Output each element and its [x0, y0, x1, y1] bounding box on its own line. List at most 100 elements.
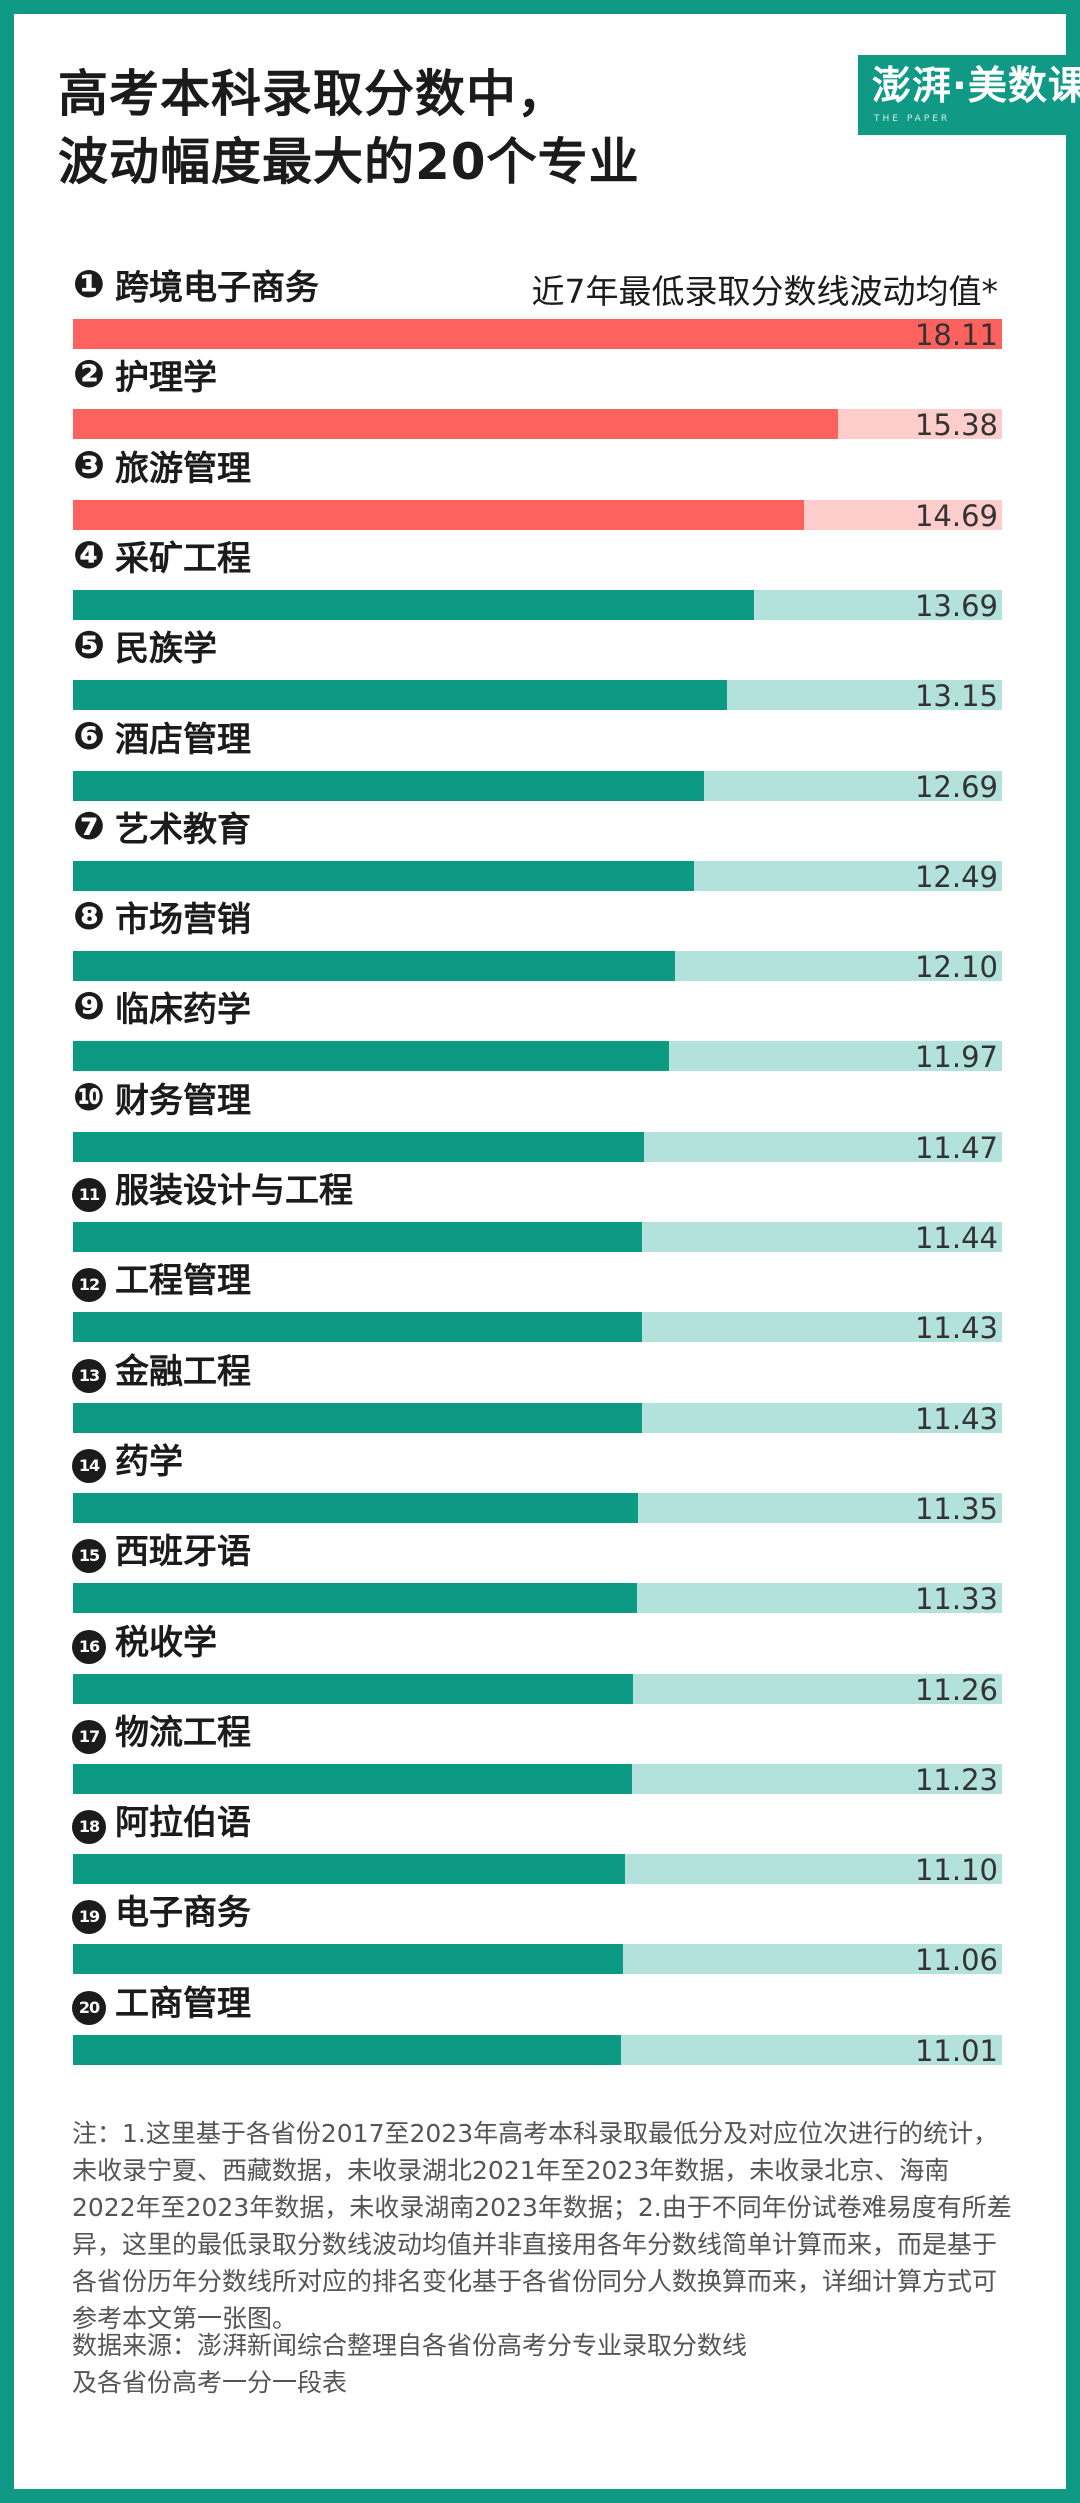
- bar: [73, 2034, 621, 2065]
- category-label: ❹ 采矿工程: [72, 532, 251, 580]
- category-name: 民族学: [115, 629, 217, 670]
- data-label: 11.35: [914, 1491, 998, 1526]
- bar: [73, 1944, 623, 1975]
- category-name: 工商管理: [115, 1983, 251, 2024]
- category-name: 酒店管理: [115, 719, 251, 760]
- category-name: 工程管理: [115, 1261, 251, 1302]
- data-label: 12.69: [914, 769, 998, 804]
- rank-badge: ❽: [72, 894, 106, 939]
- category-name: 财务管理: [115, 1080, 251, 1121]
- bar: [73, 860, 694, 891]
- data-label: 11.10: [914, 1853, 998, 1888]
- category-label: 15 西班牙语: [72, 1531, 251, 1574]
- category-label: ❺ 民族学: [72, 623, 217, 670]
- bar: [73, 589, 754, 620]
- data-label: 11.33: [914, 1582, 998, 1617]
- category-name: 护理学: [115, 358, 217, 399]
- data-label: 12.49: [914, 859, 998, 894]
- category-name: 金融工程: [115, 1351, 251, 1392]
- category-label: ❽ 市场营销: [72, 894, 251, 941]
- bar: [73, 409, 838, 440]
- bar: [73, 680, 727, 711]
- data-label: 14.69: [914, 498, 998, 533]
- category-label: 20 工商管理: [72, 1983, 251, 2025]
- bar-track: 11.26: [73, 1673, 1002, 1706]
- brand-logo: 澎湃·美数课 THE PAPER: [858, 55, 1080, 135]
- data-label: 11.43: [914, 1401, 998, 1436]
- bar: [73, 1312, 642, 1343]
- bar: [73, 1492, 638, 1523]
- bar: [73, 1854, 625, 1885]
- bar-track: 11.10: [73, 1853, 1002, 1888]
- bar-track: 14.69: [73, 498, 1002, 533]
- category-name: 跨境电子商务: [115, 268, 319, 308]
- category-label: 11 服装设计与工程: [72, 1170, 353, 1212]
- category-name: 服装设计与工程: [115, 1171, 353, 1211]
- brand-logo-subtext: THE PAPER: [874, 114, 951, 124]
- bar-track: 11.44: [73, 1222, 1002, 1254]
- bar-track: 13.69: [73, 588, 1002, 623]
- bar-track: 11.43: [73, 1312, 1002, 1344]
- rank-badge: ❻: [72, 713, 106, 758]
- title-line-1: 高考本科录取分数中，: [58, 65, 568, 123]
- chart-title: 高考本科录取分数中， 波动幅度最大的20个专业: [58, 60, 640, 196]
- data-label: 11.47: [914, 1130, 998, 1165]
- category-name: 阿拉伯语: [115, 1803, 251, 1844]
- bar-track: 13.15: [73, 679, 1002, 714]
- rank-badge: ❶: [72, 262, 106, 306]
- rank-badge: 12: [72, 1268, 106, 1303]
- bar-track: 18.11: [73, 319, 1002, 351]
- category-label: ❷ 护理学: [72, 352, 217, 399]
- rank-badge: 20: [72, 1990, 106, 2025]
- bar: [73, 1583, 637, 1614]
- bar: [73, 770, 704, 801]
- bar: [73, 1222, 642, 1252]
- bar-track: 11.33: [73, 1582, 1002, 1617]
- bar: [73, 1041, 669, 1072]
- data-label: 15.38: [914, 408, 998, 443]
- category-label: ❸ 旅游管理: [72, 442, 251, 490]
- rank-badge: 18: [72, 1810, 106, 1845]
- data-source: 数据来源：澎湃新闻综合整理自各省份高考分专业录取分数线及各省份高考一分一段表: [72, 2331, 748, 2397]
- bar-track: 11.35: [73, 1491, 1002, 1526]
- bar: [73, 951, 675, 982]
- rank-badge: ❼: [72, 803, 106, 848]
- rank-badge: 17: [72, 1719, 106, 1754]
- category-name: 西班牙语: [115, 1532, 251, 1573]
- bar-track: 12.69: [73, 769, 1002, 804]
- category-label: ❶ 跨境电子商务: [72, 262, 319, 309]
- category-label: 17 物流工程: [72, 1712, 251, 1754]
- category-label: 13 金融工程: [72, 1351, 251, 1393]
- data-label: 12.10: [914, 950, 998, 985]
- data-label: 13.15: [914, 679, 998, 714]
- category-label: ❼ 艺术教育: [72, 803, 251, 851]
- rank-badge: ❷: [72, 352, 106, 397]
- category-label: 12 工程管理: [72, 1260, 251, 1303]
- category-name: 物流工程: [115, 1712, 251, 1753]
- footnote: 注：1.这里基于各省份2017至2023年高考本科录取最低分及对应位次进行的统计…: [72, 2119, 1012, 2333]
- rank-badge: ❺: [72, 623, 106, 668]
- rank-badge: 14: [72, 1448, 106, 1483]
- category-label: ❿ 财务管理: [72, 1078, 251, 1122]
- category-label: 19 电子商务: [72, 1892, 251, 1935]
- rank-badge: 16: [72, 1629, 106, 1664]
- bar: [73, 319, 1002, 349]
- data-label: 11.01: [914, 2033, 998, 2068]
- bar-track: 11.06: [73, 1944, 1002, 1976]
- bar-track: 12.10: [73, 950, 1002, 985]
- rank-badge: ❹: [72, 532, 106, 577]
- category-label: ❾ 临床药学: [72, 984, 251, 1031]
- rank-badge: 15: [72, 1539, 106, 1574]
- rank-badge: ❾: [72, 984, 106, 1029]
- rank-badge: ❸: [72, 442, 106, 487]
- bar-track: 15.38: [73, 408, 1002, 443]
- bar-track: 11.47: [73, 1130, 1002, 1165]
- category-name: 药学: [115, 1441, 183, 1482]
- category-name: 市场营销: [115, 900, 251, 941]
- bar: [73, 1673, 633, 1704]
- bar-track: 11.23: [73, 1763, 1002, 1796]
- category-name: 临床药学: [115, 990, 251, 1031]
- category-name: 税收学: [115, 1622, 217, 1663]
- rank-badge: 11: [72, 1178, 106, 1212]
- data-label: 13.69: [914, 588, 998, 623]
